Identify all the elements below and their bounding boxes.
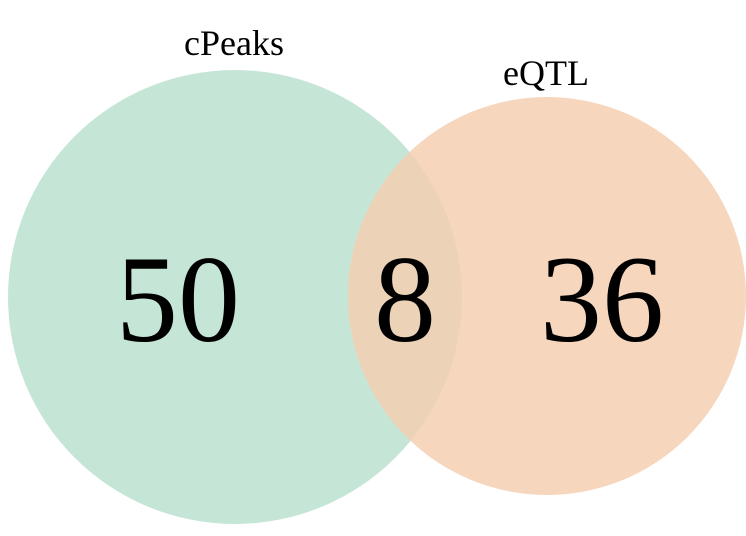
cpeaks-label: cPeaks — [184, 23, 284, 63]
eqtl-label: eQTL — [503, 53, 589, 93]
cpeaks-circle — [8, 70, 462, 524]
cpeaks-only-count: 50 — [116, 231, 240, 368]
eqtl-only-count: 36 — [540, 231, 664, 368]
overlap-count: 8 — [374, 231, 436, 368]
eqtl-circle — [348, 97, 746, 495]
